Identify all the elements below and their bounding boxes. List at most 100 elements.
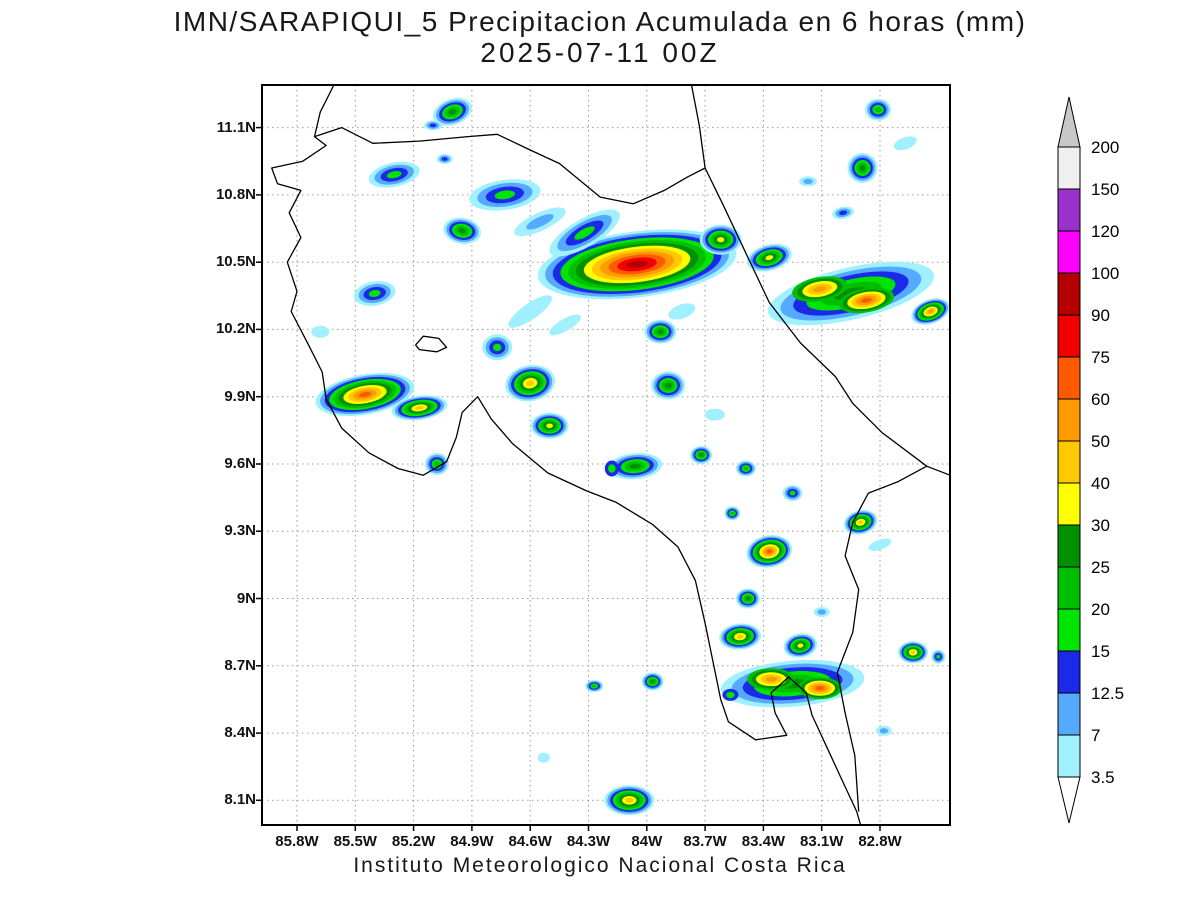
colorbar-label: 15 xyxy=(1091,642,1110,661)
precip-contour-ring xyxy=(859,165,866,171)
precip-contour-ring xyxy=(875,107,882,113)
precip-contour-ring xyxy=(803,178,813,185)
colorbar-label: 7 xyxy=(1091,726,1100,745)
lat-tick-label: 10.8N xyxy=(215,185,256,203)
colorbar: 3.5 7 12.5 15 20 25 30 40 50 60 75 90 100 120 150 200 xyxy=(1057,96,1124,824)
precip-contour-ring xyxy=(415,406,424,410)
lon-tick-label: 84.3W xyxy=(566,833,611,850)
colorbar-segment xyxy=(1057,272,1081,316)
colorbar-arrow-bottom xyxy=(1057,776,1081,824)
lat-tick-label: 9.6N xyxy=(224,454,256,472)
chart-subtitle: 2025-07-11 00Z xyxy=(480,37,720,68)
precip-contour-ring xyxy=(699,453,704,457)
precip-contour-ring xyxy=(434,461,440,467)
lat-tick-label: 8.7N xyxy=(224,656,256,674)
precip-contour-ring xyxy=(765,255,774,261)
precip-contour-ring xyxy=(429,123,437,128)
graticule xyxy=(262,85,950,825)
coastline-path xyxy=(836,465,928,812)
precip-contour-ring xyxy=(526,380,534,387)
precip-map-canvas xyxy=(256,84,951,831)
precip-contour-ring xyxy=(726,691,735,699)
coastline-path xyxy=(271,85,862,825)
precip-contour-ring xyxy=(879,728,889,734)
lon-tick-label: 83.4W xyxy=(741,833,786,850)
lon-tick-label: 85.5W xyxy=(333,833,377,850)
colorbar-label: 75 xyxy=(1091,348,1110,367)
colorbar-label: 3.5 xyxy=(1091,768,1115,787)
lat-tick-label: 11.1N xyxy=(216,118,256,136)
precip-contour-ring xyxy=(813,286,827,293)
precipitation-field xyxy=(311,97,950,816)
precip-contour-ring xyxy=(441,157,448,161)
lat-tick-label: 9.3N xyxy=(224,522,256,540)
chart-title: IMN/SARAPIQUI_5 Precipitacion Acumulada … xyxy=(173,6,1027,37)
precip-contour-ring xyxy=(668,303,696,320)
colorbar-segment xyxy=(1057,440,1081,484)
precip-contour-ring xyxy=(893,136,917,151)
lon-tick-label: 84W xyxy=(631,833,663,850)
precip-contour-ring xyxy=(537,752,550,763)
colorbar-segment xyxy=(1057,482,1081,526)
colorbar-label: 40 xyxy=(1091,474,1110,493)
precip-contour-ring xyxy=(717,237,725,243)
lat-tick-label: 10.2N xyxy=(215,320,256,338)
precip-contour-ring xyxy=(745,596,751,601)
precip-contour-ring xyxy=(458,228,466,234)
precip-contour-ring xyxy=(664,382,672,389)
precip-contour-ring xyxy=(574,226,595,240)
precip-contour-ring xyxy=(625,798,634,803)
precip-contour-ring xyxy=(629,463,641,469)
lat-tick-label: 9.9N xyxy=(224,387,256,405)
precip-contour-ring xyxy=(311,325,330,338)
lat-tick-label: 8.4N xyxy=(224,724,256,742)
colorbar-arrow-top xyxy=(1057,96,1081,148)
precip-contour-ring xyxy=(546,423,553,429)
colorbar-label: 100 xyxy=(1091,264,1119,283)
precip-contour-ring xyxy=(765,676,777,682)
precip-contour-ring xyxy=(657,329,664,335)
colorbar-segment xyxy=(1057,314,1081,358)
lat-tick-label: 9N xyxy=(236,589,256,607)
colorbar-label: 90 xyxy=(1091,306,1110,325)
precip-contour-ring xyxy=(492,343,502,352)
precip-contour-ring xyxy=(730,511,735,515)
colorbar-label: 12.5 xyxy=(1091,684,1124,703)
colorbar-label: 200 xyxy=(1091,138,1119,157)
coastline-path xyxy=(415,335,448,353)
lon-tick-label: 84.9W xyxy=(450,833,494,850)
precip-contour-ring xyxy=(815,686,825,691)
colorbar-label: 120 xyxy=(1091,222,1119,241)
precip-contour-ring xyxy=(626,260,648,269)
colorbar-label: 150 xyxy=(1091,180,1119,199)
colorbar-segment xyxy=(1057,608,1081,652)
lat-tick-label: 10.5N xyxy=(215,253,256,271)
map-frame xyxy=(261,84,951,826)
precip-contour-ring xyxy=(858,520,864,525)
lon-tick-label: 84.6W xyxy=(508,833,552,850)
lon-tick-label: 83.7W xyxy=(683,833,727,850)
precip-contour-ring xyxy=(368,289,381,298)
colorbar-label: 50 xyxy=(1091,432,1110,451)
precip-contour-ring xyxy=(592,684,597,688)
colorbar-segment xyxy=(1057,650,1081,694)
precip-contour-ring xyxy=(936,654,941,659)
colorbar-segment xyxy=(1057,146,1081,190)
precip-contour-ring xyxy=(358,391,372,398)
coastline-path xyxy=(314,126,706,205)
precip-contour-ring xyxy=(549,314,582,336)
precip-contour-ring xyxy=(910,650,916,654)
precip-contour-ring xyxy=(386,171,402,179)
colorbar-segment xyxy=(1057,398,1081,442)
precip-contour-ring xyxy=(736,634,744,639)
colorbar-segment xyxy=(1057,356,1081,400)
colorbar-label: 25 xyxy=(1091,558,1110,577)
colorbar-label: 20 xyxy=(1091,600,1110,619)
colorbar-segment xyxy=(1057,566,1081,610)
colorbar-segment xyxy=(1057,692,1081,736)
precip-contour-ring xyxy=(704,408,725,421)
lon-tick-label: 85.8W xyxy=(275,833,319,850)
precip-contour-ring xyxy=(860,297,872,303)
lon-tick-label: 82.8W xyxy=(858,833,902,850)
